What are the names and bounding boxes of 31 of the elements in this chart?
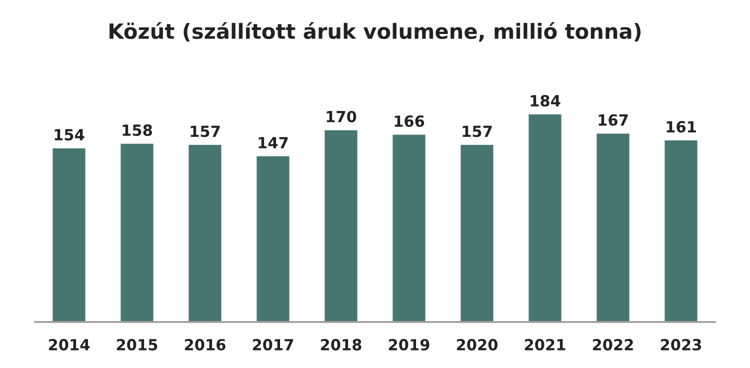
x-tick-label: 2014: [48, 338, 90, 350]
x-tick-label: 2020: [456, 338, 498, 350]
x-tick-label: 2016: [184, 338, 226, 350]
data-label: 184: [530, 94, 560, 107]
bar: [391, 133, 427, 322]
data-label: 158: [122, 124, 152, 136]
bar: [255, 154, 291, 322]
bar: [51, 146, 87, 322]
data-label: 154: [54, 129, 84, 141]
data-label: 167: [598, 114, 628, 126]
x-tick-label: 2018: [320, 338, 362, 350]
data-label: 166: [394, 115, 424, 127]
bar: [323, 128, 359, 322]
data-label: 170: [326, 110, 356, 122]
x-tick-label: 2015: [116, 338, 158, 350]
data-label: 161: [666, 121, 696, 133]
bar: [595, 132, 631, 322]
x-tick-label: 2019: [388, 338, 430, 350]
bar: [187, 144, 223, 322]
bar: [459, 144, 495, 322]
x-tick-label: 2017: [252, 338, 294, 350]
bar: [663, 139, 699, 322]
data-label: 147: [258, 137, 288, 148]
bar: [119, 142, 155, 322]
bar: [527, 112, 563, 322]
x-tick-label: 2023: [660, 338, 702, 350]
data-label: 157: [190, 126, 220, 138]
data-label: 157: [462, 126, 492, 138]
x-tick-label: 2022: [592, 338, 633, 350]
chart-title: Közút (szállított áruk volumene, millió tonna): [110, 22, 641, 42]
x-tick-label: 2021: [524, 338, 566, 350]
